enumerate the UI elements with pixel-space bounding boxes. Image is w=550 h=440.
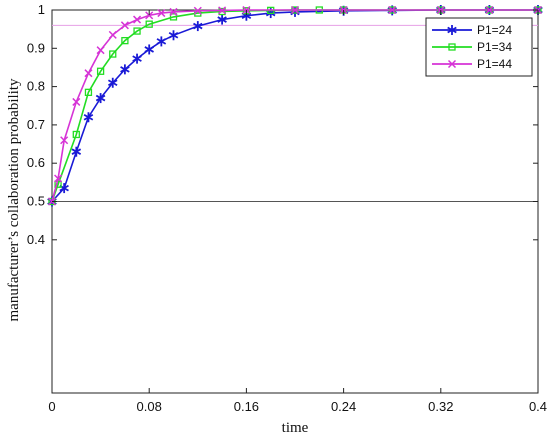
data-point-square [169,13,178,21]
x-tick-label: 0.08 [137,399,162,414]
data-point-x [84,69,93,78]
data-point-star [447,25,457,35]
data-point-star [83,112,94,123]
data-point-x [133,15,142,24]
legend-item: P1=24 [432,23,512,37]
data-point-star [144,44,154,55]
data-point-x [72,97,81,106]
y-tick-label: 0.8 [27,79,45,94]
y-tick-label: 0.7 [27,117,45,132]
data-point-x [447,59,457,69]
legend-label: P1=34 [477,40,512,54]
data-point-star [168,30,179,41]
data-point-square [218,7,226,16]
x-tick-label: 0 [48,399,55,414]
x-tick-label: 0.24 [331,399,356,414]
data-point-x [54,174,63,183]
data-point-square [84,88,93,96]
data-point-x [218,6,227,15]
y-tick-label: 0.6 [27,155,45,170]
data-point-x [157,9,166,18]
data-point-star [95,93,106,104]
y-tick-label: 0.4 [27,232,45,247]
legend-item: P1=34 [432,40,512,54]
data-point-star [217,14,227,25]
x-axis-label: time [282,420,309,436]
data-point-star [193,21,203,32]
data-point-x [169,7,178,16]
legend-label: P1=44 [477,57,512,71]
data-point-star [71,146,82,157]
data-point-star [120,64,130,75]
x-tick-label: 0.16 [234,399,259,414]
data-point-x [485,5,494,15]
data-point-x [193,6,202,15]
legend-label: P1=24 [477,23,512,37]
legend-item: P1=44 [432,57,512,71]
data-point-square [145,20,153,28]
data-point-x [96,46,105,55]
data-point-x [388,5,397,15]
data-point-x [60,136,69,145]
y-tick-label: 1 [38,2,45,17]
data-point-square [121,36,129,45]
x-tick-label: 0.32 [428,399,453,414]
data-point-x [108,30,117,39]
data-point-square [96,67,105,75]
legend: P1=24 P1=34 P1=44 [425,17,533,77]
data-point-star [156,36,167,47]
data-point-x [120,21,129,30]
x-tick-label: 0.4 [529,399,547,414]
data-point-square [72,130,80,139]
data-point-square [448,43,456,51]
data-point-x [145,11,154,20]
y-tick-label: 0.5 [27,194,45,209]
data-point-x [290,5,300,15]
data-point-star [132,53,142,64]
data-point-square [109,50,117,58]
y-tick-label: 0.9 [27,40,45,55]
y-axis-label: manufacturer’s collaboration probability [6,78,22,321]
data-point-star [107,77,118,88]
data-point-square [133,27,141,35]
